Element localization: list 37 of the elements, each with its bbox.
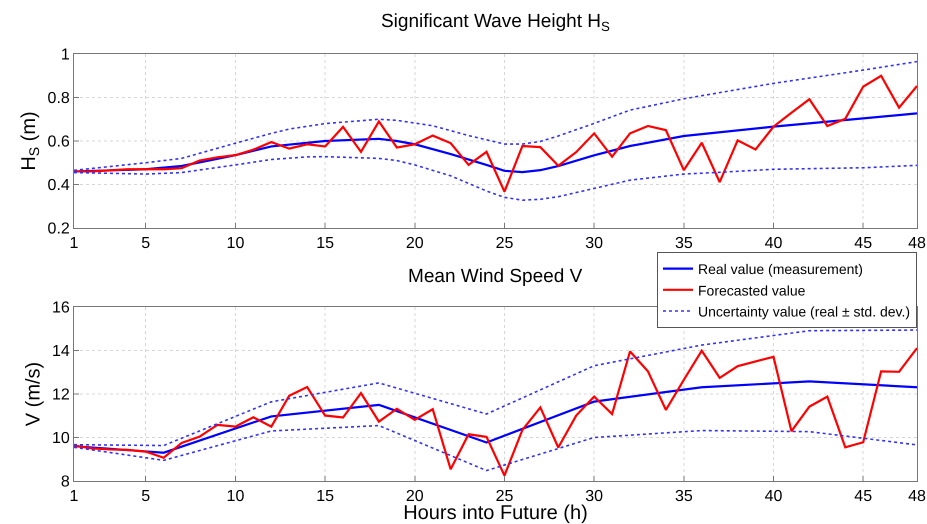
line-series: [74, 74, 917, 193]
x-tick-label: 10: [226, 235, 244, 252]
y-tick-label: 0.2: [48, 220, 70, 238]
chart-title: Significant Wave Height H$_{S}$: [381, 11, 610, 34]
x-tick-label: 15: [316, 488, 334, 506]
x-tick-label: 15: [316, 235, 334, 252]
x-tick-label: 30: [585, 235, 604, 252]
x-tick-label: 5: [141, 235, 150, 252]
x-tick-label: 35: [674, 488, 693, 506]
chart-title: Mean Wind Speed V: [408, 266, 583, 287]
y-tick-label: 12: [52, 386, 70, 404]
legend-label: Uncertainty value (real ± std. dev.): [698, 303, 910, 320]
x-tick-label: 48: [908, 235, 926, 252]
y-tick-label: 16: [52, 300, 70, 317]
x-tick-label: 45: [854, 235, 872, 252]
y-axis-title: V (m/s): [22, 362, 45, 426]
x-tick-label: 30: [585, 488, 604, 506]
y-tick-label: 0.6: [48, 134, 70, 151]
line-series: [74, 112, 917, 174]
y-tick-label: 8: [60, 474, 70, 491]
y-tick-label: 0.4: [48, 177, 70, 194]
legend-label: Real value (measurement): [698, 261, 863, 278]
x-tick-label: 10: [226, 488, 244, 506]
y-tick-label: 10: [52, 430, 70, 448]
x-tick-label: 20: [406, 235, 424, 252]
line-series: [74, 380, 917, 454]
x-tick-label: 45: [854, 488, 872, 506]
y-tick-label: 14: [52, 343, 70, 360]
x-tick-label: 5: [141, 488, 150, 506]
y-tick-label: 1: [60, 46, 70, 64]
x-tick-label: 25: [496, 235, 514, 252]
x-tick-label: 35: [674, 235, 693, 252]
legend-label: Forecasted value: [698, 282, 806, 298]
x-tick-label: 40: [764, 488, 783, 506]
x-tick-label: 40: [764, 235, 783, 252]
y-tick-label: 0.8: [48, 90, 70, 108]
x-tick-label: 48: [908, 488, 926, 506]
